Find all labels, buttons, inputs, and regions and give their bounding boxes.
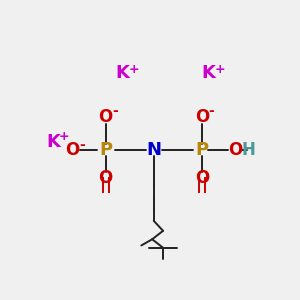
Text: O: O	[99, 108, 113, 126]
Text: +: +	[58, 130, 69, 142]
Text: K: K	[201, 64, 215, 82]
Text: K: K	[116, 64, 130, 82]
Text: O: O	[195, 108, 209, 126]
Text: P: P	[99, 141, 112, 159]
Text: O: O	[65, 141, 80, 159]
Text: N: N	[146, 141, 161, 159]
Text: -: -	[79, 138, 85, 152]
Text: O: O	[195, 169, 209, 188]
Text: H: H	[242, 141, 255, 159]
Text: -: -	[208, 104, 214, 118]
Text: +: +	[214, 63, 225, 76]
Text: P: P	[195, 141, 208, 159]
Text: O: O	[228, 141, 242, 159]
Text: +: +	[129, 63, 140, 76]
Text: -: -	[112, 104, 118, 118]
Text: K: K	[46, 133, 60, 151]
Text: O: O	[99, 169, 113, 188]
